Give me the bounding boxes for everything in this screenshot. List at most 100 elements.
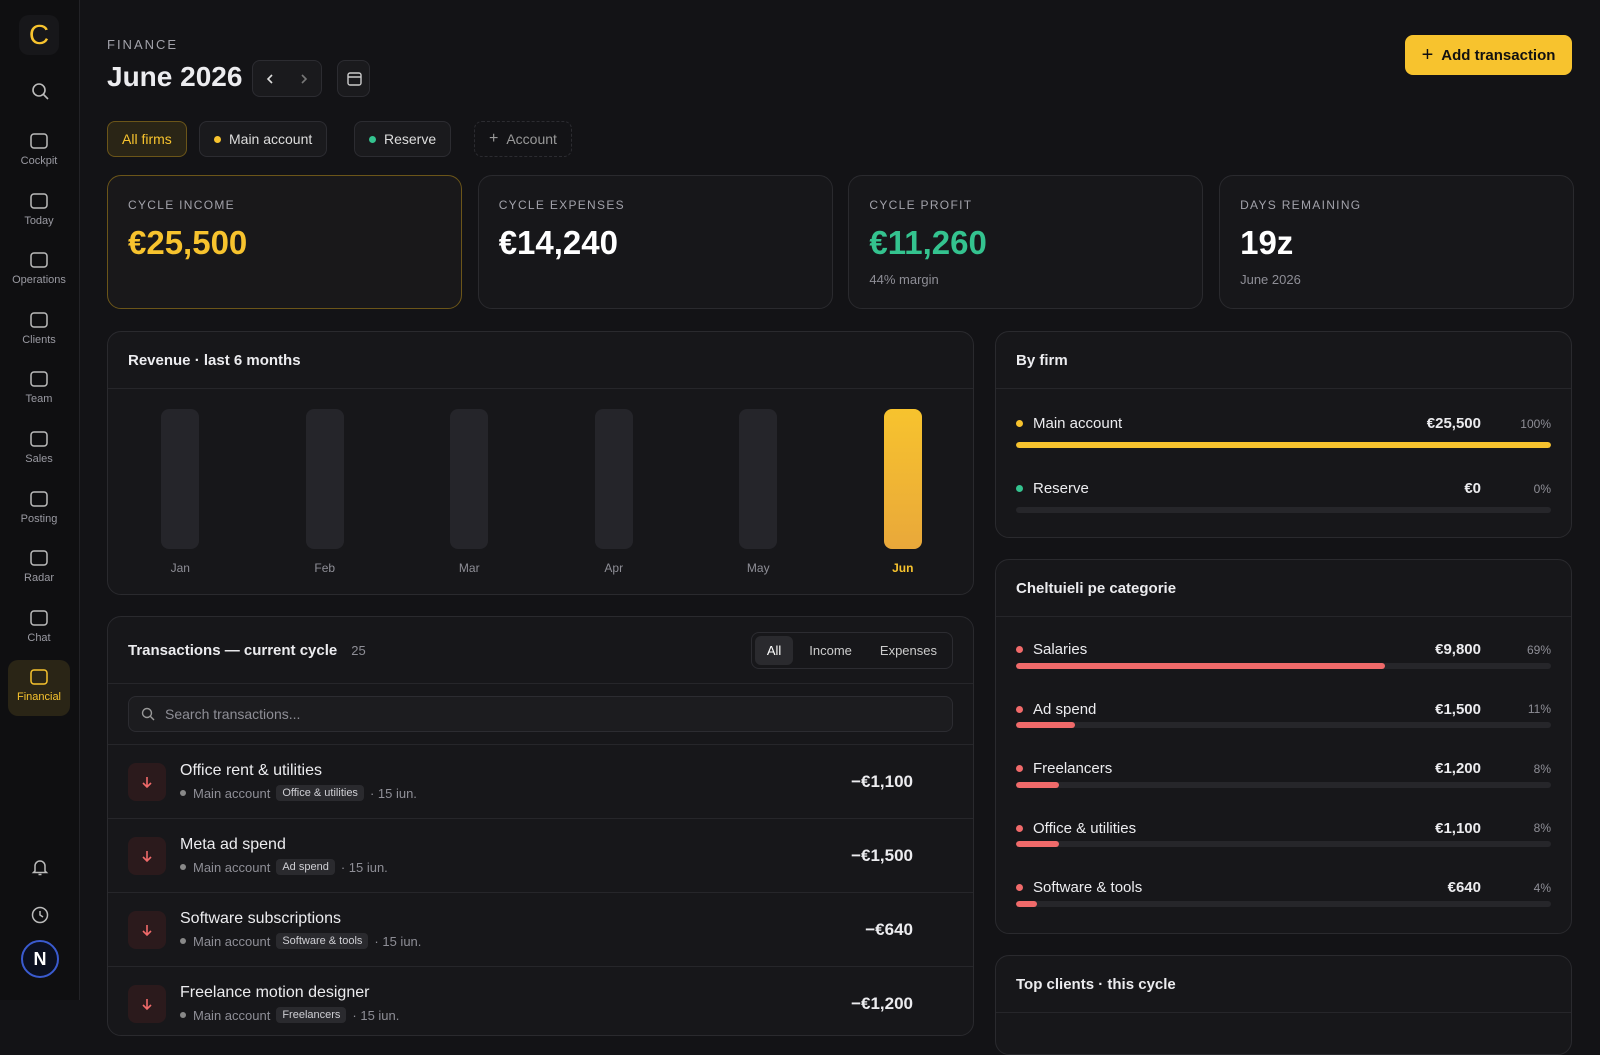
- filter-chip[interactable]: Main account: [199, 121, 328, 157]
- date: · 15 iun.: [369, 785, 417, 801]
- panel-title: Top clients · this cycle: [996, 956, 1571, 1013]
- dot: [214, 135, 221, 143]
- avatar[interactable]: N: [21, 940, 59, 978]
- list-item: Software & tools €640 4%: [996, 857, 1571, 917]
- tab[interactable]: All: [754, 635, 794, 665]
- expense-icon: [128, 984, 166, 1023]
- row-text: Office rent & utilities Main account Offic…: [180, 762, 851, 801]
- progress-track: [1016, 442, 1551, 448]
- logo[interactable]: C: [19, 15, 59, 55]
- stat-value: €25,500: [128, 224, 248, 261]
- nav-item[interactable]: Chat: [8, 601, 70, 657]
- x-label: Feb: [314, 561, 336, 575]
- x-label: May: [746, 561, 770, 575]
- chip-label: All firms: [122, 131, 172, 147]
- item-name: Reserve: [1033, 480, 1089, 497]
- item-amount: €1,100: [1435, 819, 1481, 837]
- stat-value: €11,260: [869, 224, 987, 261]
- nav-item[interactable]: Posting: [8, 482, 70, 538]
- nav-item[interactable]: Operations: [8, 243, 70, 299]
- row-meta: Main account Freelancers · 15 iun.: [180, 1007, 851, 1023]
- nav-item[interactable]: Clients: [8, 303, 70, 359]
- dot: [1016, 420, 1023, 427]
- bell-icon[interactable]: [30, 857, 50, 877]
- item-amount: €1,500: [1435, 700, 1481, 718]
- row-amount: −€1,200: [851, 993, 913, 1013]
- dot: [180, 1012, 186, 1018]
- progress-track: [1016, 781, 1551, 788]
- calendar-button[interactable]: [337, 60, 370, 97]
- stat-label: CYCLE INCOME: [128, 198, 235, 212]
- tag: Office & utilities: [276, 785, 364, 801]
- nav-label: Clients: [22, 333, 56, 346]
- nav-item[interactable]: Today: [8, 184, 70, 240]
- item-name: Office & utilities: [1033, 819, 1137, 837]
- progress-bar: [1016, 442, 1551, 448]
- stat-card: CYCLE INCOME €25,500: [107, 175, 462, 309]
- progress-bar: [1016, 662, 1386, 669]
- row-name: Software subscriptions: [180, 910, 341, 927]
- nav-item[interactable]: Radar: [8, 541, 70, 597]
- list-item: Reserve €0 0%: [996, 458, 1571, 523]
- nav-item[interactable]: Sales: [8, 422, 70, 478]
- tab[interactable]: Income: [809, 642, 852, 658]
- date: · 15 iun.: [352, 1007, 400, 1023]
- search-icon[interactable]: [30, 81, 50, 101]
- tag: Software & tools: [276, 933, 369, 949]
- next-button[interactable]: [299, 73, 309, 85]
- nav-item[interactable]: Cockpit: [8, 124, 70, 180]
- add-transaction-button[interactable]: + Add transaction: [1405, 35, 1572, 75]
- filter-chip[interactable]: All firms: [107, 121, 187, 157]
- item-row: Reserve €0 0%: [1016, 458, 1551, 497]
- nav-item[interactable]: Financial: [8, 660, 70, 717]
- stat-card: CYCLE EXPENSES €14,240: [477, 175, 833, 309]
- filter-chip[interactable]: + Account: [474, 121, 572, 157]
- item-name: Freelancers: [1033, 760, 1113, 777]
- clock-icon[interactable]: [30, 905, 50, 925]
- button-label: Add transaction: [1441, 46, 1556, 64]
- row-text: Freelance motion designer Main account Fre…: [180, 984, 851, 1023]
- progress-track: [1016, 507, 1551, 513]
- account: Main account: [193, 859, 271, 875]
- item-row: Salaries €9,800 69%: [1016, 619, 1551, 658]
- search-input[interactable]: Search transactions...: [128, 696, 953, 732]
- item-row: Main account €25,500 100%: [1016, 393, 1551, 432]
- nav-label: Team: [25, 393, 53, 406]
- row-amount: −€1,100: [851, 771, 913, 791]
- row-text: Software subscriptions Main account Softwa…: [180, 910, 865, 949]
- count: 25: [351, 642, 366, 658]
- list-item: Freelancers €1,200 8%: [996, 738, 1571, 798]
- transaction-row[interactable]: Office rent & utilities Main account Offic…: [108, 744, 973, 818]
- account: Main account: [193, 1007, 271, 1023]
- item-pct: 4%: [1533, 880, 1551, 895]
- transaction-row[interactable]: Meta ad spend Main account Ad spend · 15 iu…: [108, 818, 973, 892]
- nav-label: Financial: [16, 691, 62, 704]
- transaction-row[interactable]: Software subscriptions Main account Softwa…: [108, 892, 973, 966]
- filter-chip[interactable]: Reserve: [354, 121, 452, 157]
- row-meta: Main account Ad spend · 15 iun.: [180, 859, 851, 875]
- panel-title: Revenue · last 6 months: [108, 332, 973, 389]
- transactions-panel: Transactions — current cycle 25 All Income E…: [107, 616, 974, 1036]
- page: C Cockpit Today Operations Clients Team Sales…: [8, 0, 1575, 1055]
- stat-value: 19z: [1240, 224, 1294, 261]
- chip-label: Reserve: [384, 131, 437, 147]
- tag: Ad spend: [276, 859, 335, 875]
- nav-label: Cockpit: [20, 155, 58, 167]
- x-label: Jun: [892, 561, 914, 575]
- nav-item[interactable]: Team: [8, 362, 70, 418]
- stat-value: €14,240: [498, 224, 618, 261]
- item-pct: 69%: [1526, 642, 1551, 657]
- item-amount: €0: [1464, 480, 1481, 497]
- row-meta: Main account Software & tools · 15 iun.: [180, 933, 865, 949]
- transaction-row[interactable]: Freelance motion designer Main account Fre…: [108, 966, 973, 1035]
- stat-label: CYCLE PROFIT: [869, 198, 973, 212]
- item-pct: 100%: [1520, 416, 1551, 431]
- stat-note: June 2026: [1240, 272, 1301, 287]
- list-item: Main account €25,500 100%: [996, 393, 1571, 458]
- tab[interactable]: Expenses: [879, 642, 937, 658]
- prev-button[interactable]: [265, 73, 275, 85]
- row-name: Freelance motion designer: [180, 984, 370, 1001]
- item-amount: €640: [1447, 879, 1481, 896]
- list-item: Office & utilities €1,100 8%: [996, 798, 1571, 858]
- dot: [1016, 646, 1023, 653]
